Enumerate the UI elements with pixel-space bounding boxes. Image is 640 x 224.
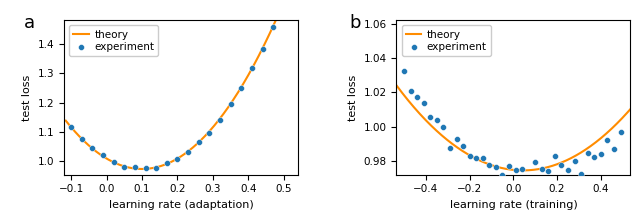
experiment [465, 155, 475, 158]
theory [485, 163, 493, 166]
experiment [77, 137, 87, 141]
experiment [596, 153, 606, 156]
theory [468, 156, 476, 158]
experiment [130, 165, 140, 169]
Line: theory: theory [66, 0, 292, 169]
experiment [247, 67, 257, 70]
X-axis label: learning rate (training): learning rate (training) [449, 200, 577, 210]
experiment [412, 95, 422, 99]
experiment [172, 157, 182, 161]
experiment [563, 168, 573, 171]
experiment [151, 166, 161, 170]
experiment [438, 125, 449, 129]
experiment [471, 156, 481, 160]
experiment [257, 47, 268, 51]
Line: theory: theory [396, 85, 630, 170]
experiment [543, 169, 554, 172]
theory [62, 119, 70, 122]
theory [227, 101, 235, 104]
experiment [458, 144, 468, 148]
theory [138, 168, 146, 170]
theory [205, 130, 213, 133]
theory [89, 148, 97, 151]
experiment [425, 115, 435, 119]
theory [519, 169, 527, 172]
theory [227, 103, 234, 106]
experiment [204, 131, 214, 135]
experiment [589, 155, 600, 159]
experiment [109, 161, 119, 164]
theory [136, 168, 143, 170]
experiment [183, 150, 193, 153]
experiment [504, 164, 514, 168]
experiment [419, 101, 429, 105]
theory [540, 167, 548, 169]
theory [563, 159, 571, 162]
experiment [616, 130, 626, 134]
experiment [432, 118, 442, 122]
experiment [445, 146, 455, 150]
experiment [602, 138, 612, 142]
theory [627, 108, 634, 110]
experiment [556, 163, 566, 167]
experiment [279, 0, 289, 2]
X-axis label: learning rate (adaptation): learning rate (adaptation) [109, 200, 253, 210]
experiment [530, 160, 540, 164]
experiment [484, 163, 495, 166]
Y-axis label: test loss: test loss [22, 74, 32, 121]
experiment [550, 155, 560, 158]
experiment [451, 137, 461, 141]
experiment [477, 156, 488, 159]
experiment [98, 153, 108, 157]
experiment [225, 102, 236, 106]
experiment [66, 125, 76, 129]
experiment [537, 167, 547, 171]
theory [420, 118, 428, 120]
experiment [524, 177, 534, 181]
experiment [87, 146, 97, 150]
Text: b: b [349, 14, 361, 32]
theory [562, 159, 570, 162]
experiment [236, 86, 246, 90]
experiment [162, 162, 172, 165]
experiment [497, 173, 508, 177]
theory [392, 84, 400, 86]
Legend: theory, experiment: theory, experiment [69, 25, 158, 56]
experiment [268, 25, 278, 29]
Legend: theory, experiment: theory, experiment [401, 25, 491, 56]
experiment [491, 165, 501, 169]
Text: a: a [24, 14, 35, 32]
experiment [582, 151, 593, 155]
experiment [406, 89, 416, 93]
experiment [609, 147, 619, 151]
Y-axis label: test loss: test loss [348, 74, 358, 121]
experiment [570, 159, 580, 163]
experiment [140, 166, 150, 170]
experiment [576, 172, 586, 176]
experiment [119, 165, 129, 168]
experiment [511, 168, 521, 171]
experiment [215, 118, 225, 122]
experiment [399, 69, 409, 73]
experiment [517, 168, 527, 171]
theory [152, 166, 160, 169]
experiment [194, 140, 204, 144]
